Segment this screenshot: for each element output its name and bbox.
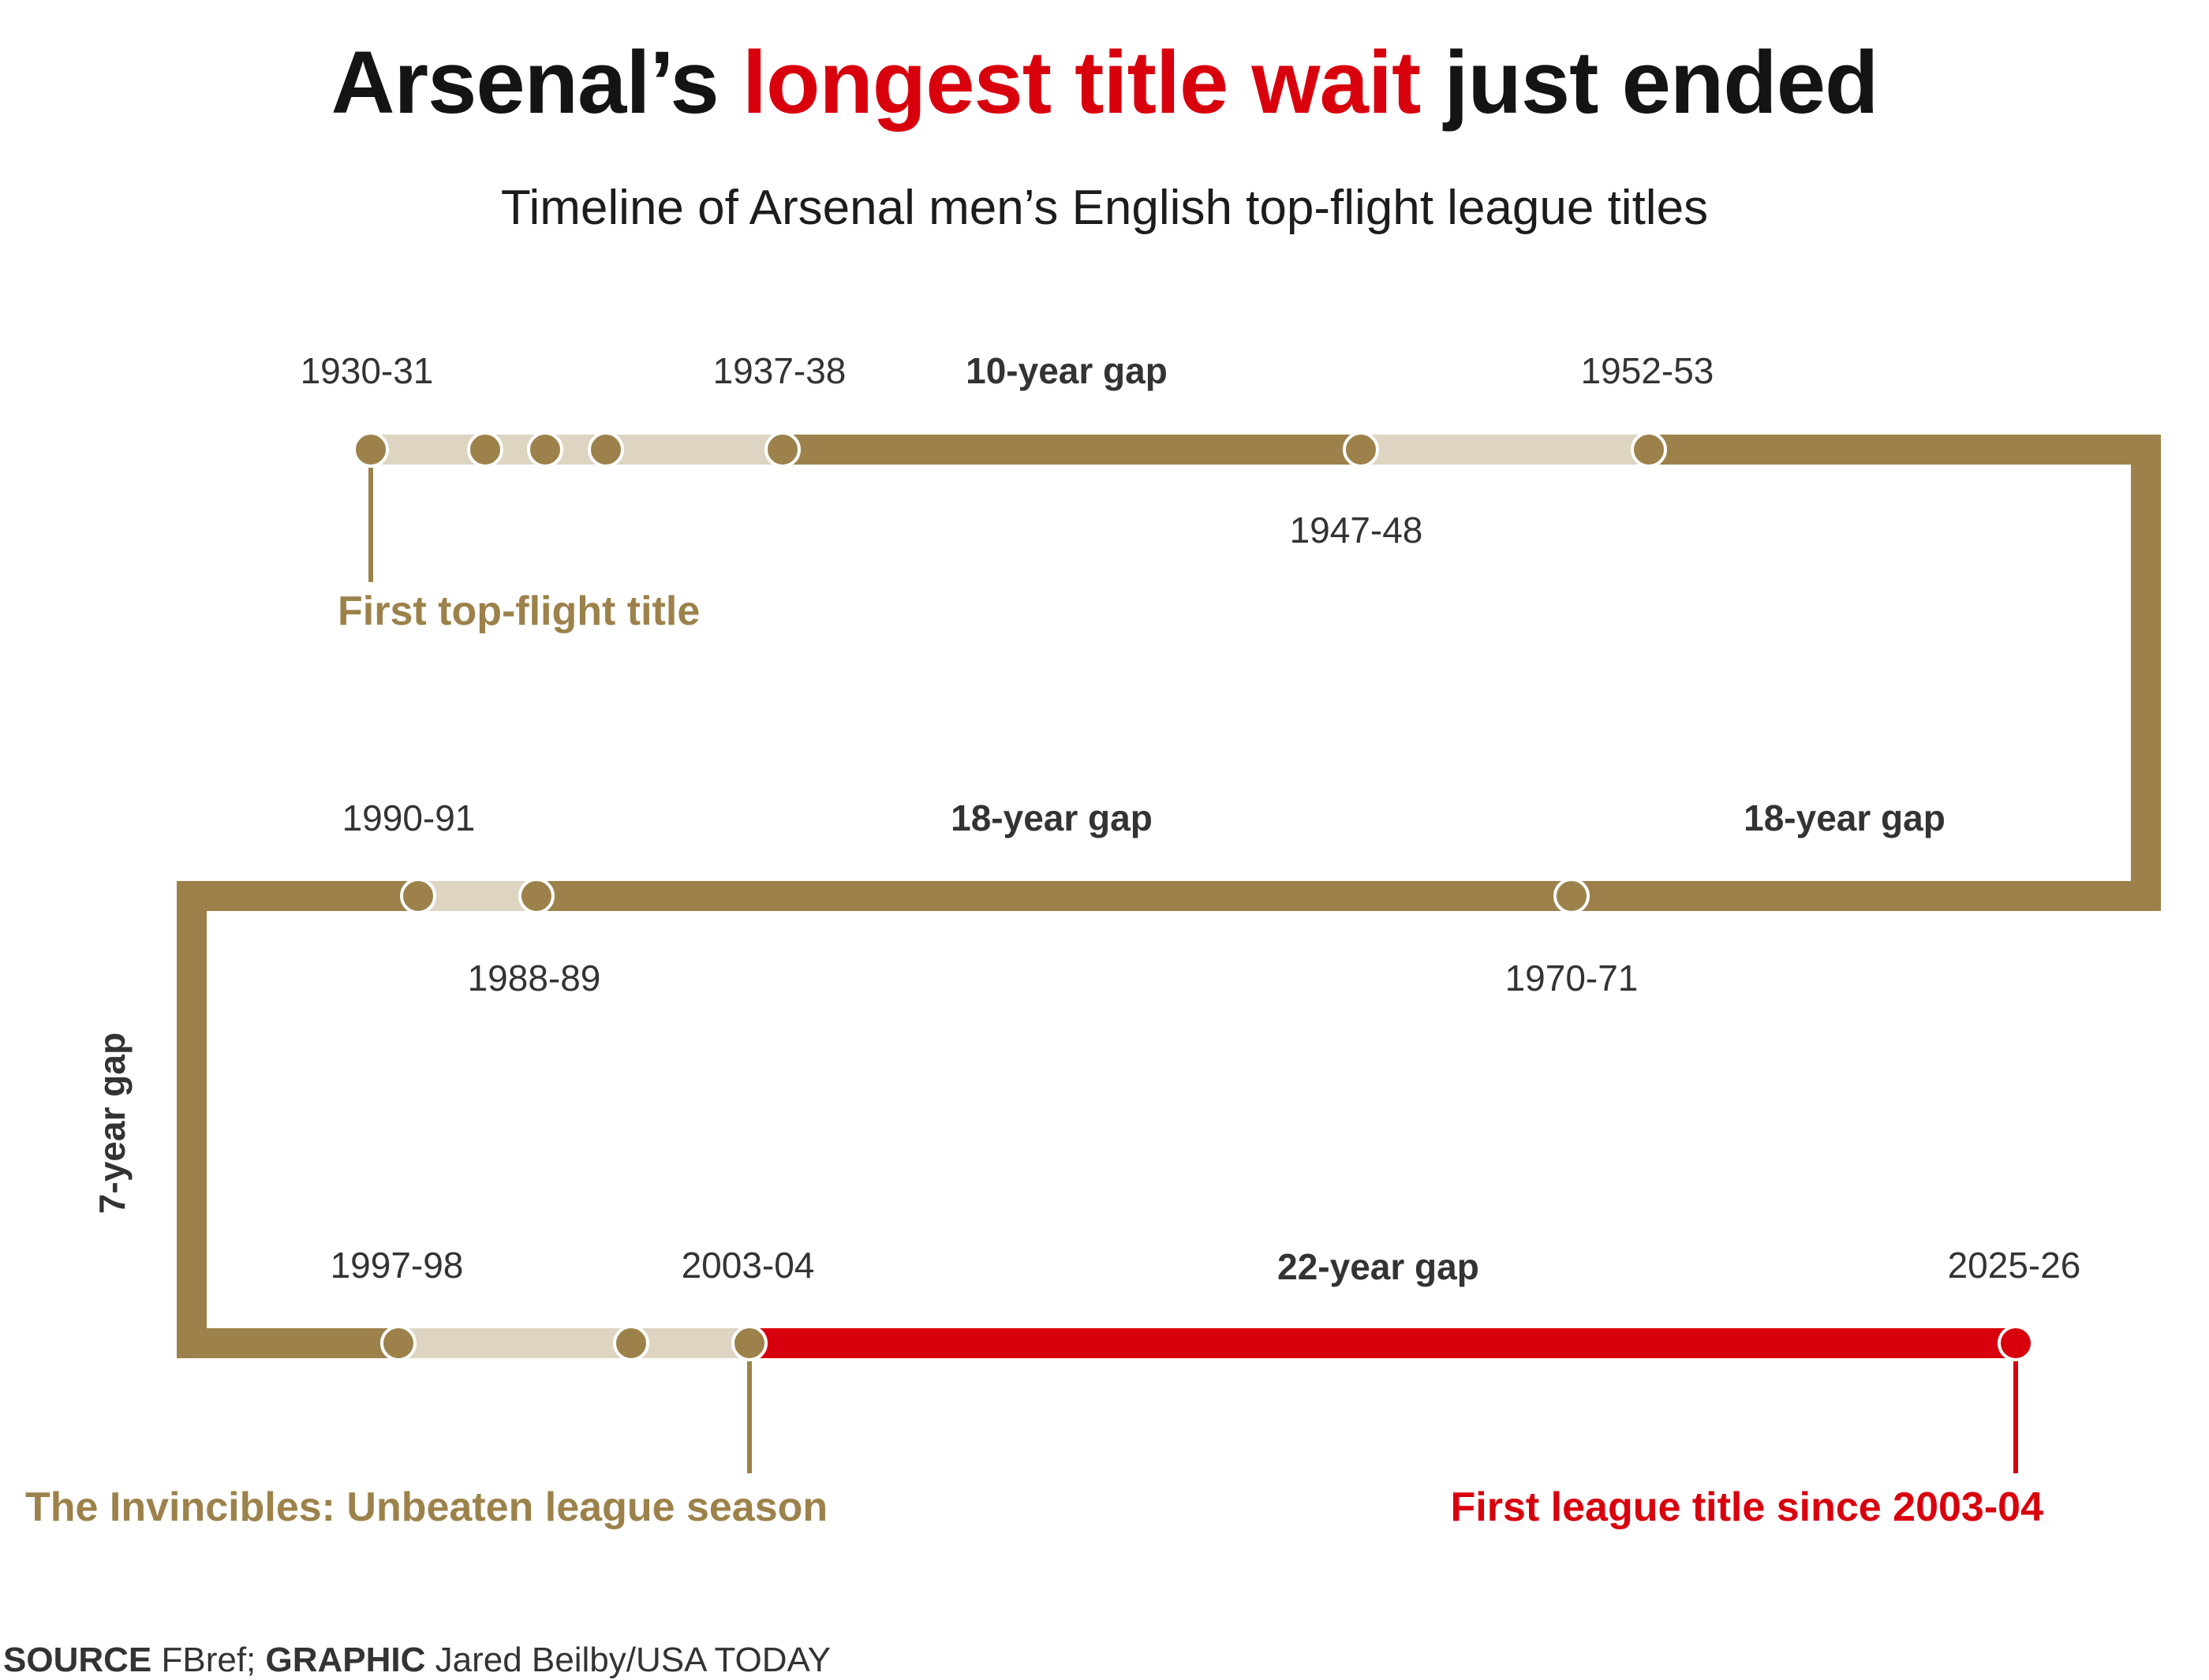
headline-part1: Arsenal’s xyxy=(331,33,742,132)
title-marker-2003-04 xyxy=(731,1325,768,1361)
source-text: FBref; xyxy=(151,1641,266,1679)
gap-label-7-year: 7-year gap xyxy=(92,1032,133,1214)
headline-highlight: longest title wait xyxy=(742,33,1421,132)
season-label-1988-89: 1988-89 xyxy=(468,958,601,999)
season-label-1970-71: 1970-71 xyxy=(1505,958,1639,999)
title-marker-2001-02 xyxy=(613,1325,649,1361)
title-marker-1947-48 xyxy=(1343,431,1379,468)
title-marker-1997-98 xyxy=(380,1325,417,1361)
title-marker-1988-89 xyxy=(518,878,555,914)
season-label-1990-91: 1990-91 xyxy=(342,797,476,838)
credit-line: SOURCE FBref; GRAPHIC Jared Beilby/USA T… xyxy=(3,1641,831,1680)
season-label-1952-53: 1952-53 xyxy=(1581,350,1714,391)
title-marker-1952-53 xyxy=(1631,431,1667,468)
title-marker-1930-31 xyxy=(353,431,389,468)
headline-part2: just ended xyxy=(1420,33,1878,132)
title-marker-1932-33 xyxy=(467,431,503,468)
title-marker-2025-26 xyxy=(1998,1325,2034,1361)
title-marker-1933-34 xyxy=(527,431,563,468)
title-marker-1934-35 xyxy=(588,431,624,468)
season-label-2003-04: 2003-04 xyxy=(682,1245,815,1286)
graphic-text: Jared Beilby/USA TODAY xyxy=(425,1641,831,1679)
annotation-latest-title: First league title since 2003-04 xyxy=(1451,1484,2044,1530)
graphic-label: GRAPHIC xyxy=(265,1641,426,1679)
subtitle: Timeline of Arsenal men’s English top-fl… xyxy=(500,181,1709,235)
season-label-1997-98: 1997-98 xyxy=(331,1245,464,1286)
title-marker-1990-91 xyxy=(400,878,436,914)
season-label-1930-31: 1930-31 xyxy=(301,350,434,391)
gap-label-18-year-1971-1989: 18-year gap xyxy=(951,797,1153,838)
season-label-1947-48: 1947-48 xyxy=(1290,510,1423,551)
gap-label-22-year: 22-year gap xyxy=(1277,1246,1479,1287)
gap-label-18-year-1953-1971: 18-year gap xyxy=(1744,797,1945,838)
timeline-track xyxy=(177,435,2161,1358)
source-label: SOURCE xyxy=(3,1641,152,1679)
gap-label-10-year: 10-year gap xyxy=(966,350,1168,391)
headline: Arsenal’s longest title wait just ended xyxy=(0,32,2209,133)
season-label-2025-26: 2025-26 xyxy=(1948,1245,2081,1286)
title-marker-1937-38 xyxy=(764,431,801,468)
annotation-invincibles: The Invincibles: Unbeaten league season xyxy=(25,1484,828,1530)
title-marker-1970-71 xyxy=(1553,878,1590,914)
season-label-1937-38: 1937-38 xyxy=(713,350,847,391)
annotation-first-title: First top-flight title xyxy=(338,588,700,634)
